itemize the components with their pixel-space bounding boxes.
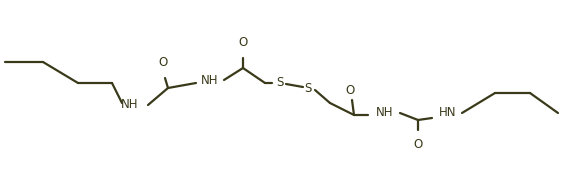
Text: NH: NH (376, 106, 394, 119)
Text: HN: HN (439, 106, 457, 119)
Text: S: S (305, 81, 312, 94)
Text: NH: NH (121, 98, 139, 112)
Text: O: O (238, 36, 247, 49)
Text: O: O (158, 56, 168, 68)
Text: S: S (276, 77, 284, 90)
Text: O: O (345, 84, 355, 97)
Text: O: O (414, 139, 423, 152)
Text: NH: NH (201, 74, 219, 87)
